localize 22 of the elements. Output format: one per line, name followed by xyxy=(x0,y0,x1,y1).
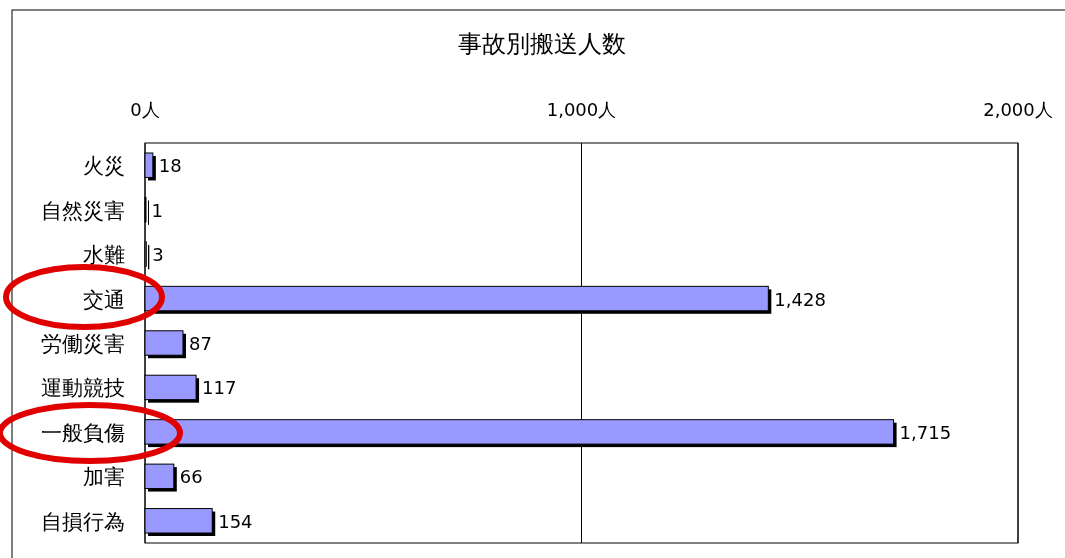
data-label: 1 xyxy=(151,199,163,221)
y-tick-label: 加害 xyxy=(83,465,125,490)
data-label: 154 xyxy=(218,510,253,532)
y-tick-label: 自損行為 xyxy=(41,509,125,534)
chart-title: 事故別搬送人数 xyxy=(457,30,626,58)
x-tick-label: 2,000人 xyxy=(983,99,1053,120)
y-tick-label: 水難 xyxy=(83,243,125,268)
data-label: 3 xyxy=(152,244,164,266)
data-label: 87 xyxy=(188,333,212,354)
data-label: 117 xyxy=(202,377,237,399)
y-tick-label: 運動競技 xyxy=(41,376,125,401)
y-tick-label: 一般負傷 xyxy=(41,420,125,445)
data-label: 1,715 xyxy=(899,421,952,443)
y-tick-label: 自然災害 xyxy=(41,198,125,223)
y-tick-label: 労働災害 xyxy=(41,332,125,356)
data-label: 18 xyxy=(158,155,182,177)
data-label: 1,428 xyxy=(774,288,826,310)
x-tick-label: 0人 xyxy=(130,99,160,120)
x-tick-label: 1,000人 xyxy=(546,99,617,120)
y-tick-label: 火災 xyxy=(83,154,125,179)
y-tick-label: 交通 xyxy=(83,287,125,312)
data-label: 66 xyxy=(179,466,203,488)
